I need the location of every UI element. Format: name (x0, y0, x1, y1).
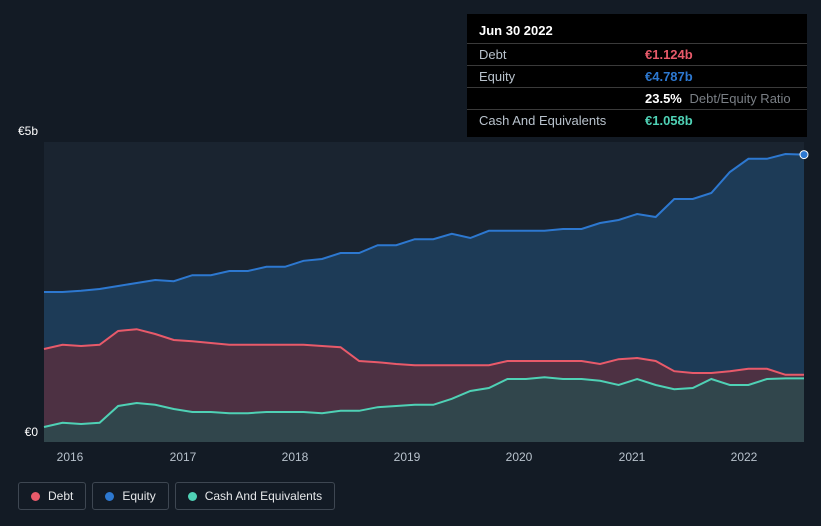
tooltip-value: €4.787b (645, 69, 795, 84)
legend-label: Cash And Equivalents (205, 489, 322, 503)
tooltip-value: €1.058b (645, 113, 795, 128)
x-axis-tick: 2021 (619, 450, 646, 464)
plot-area[interactable] (44, 142, 804, 442)
tooltip-title: Jun 30 2022 (467, 20, 807, 44)
legend-marker-icon (105, 492, 114, 501)
tooltip-row: Cash And Equivalents€1.058b (467, 110, 807, 131)
x-axis-tick: 2022 (731, 450, 758, 464)
legend-marker-icon (188, 492, 197, 501)
x-axis-tick: 2017 (170, 450, 197, 464)
tooltip-label: Equity (479, 69, 645, 84)
tooltip-value: 23.5% Debt/Equity Ratio (645, 91, 795, 106)
x-axis-tick: 2020 (506, 450, 533, 464)
tooltip-row: 23.5% Debt/Equity Ratio (467, 88, 807, 110)
legend-marker-icon (31, 492, 40, 501)
tooltip-label (479, 91, 645, 106)
legend: Debt Equity Cash And Equivalents (18, 482, 335, 510)
debt-equity-chart: €5b €0 2016 2017 2018 2019 2020 2021 2022 Jun 3… (0, 0, 821, 526)
x-axis-tick: 2016 (57, 450, 84, 464)
legend-label: Equity (122, 489, 155, 503)
legend-item[interactable]: Equity (92, 482, 168, 510)
y-axis-tick: €5b (18, 124, 38, 138)
chart-tooltip: Jun 30 2022 Debt€1.124bEquity€4.787b23.5… (467, 14, 807, 137)
legend-label: Debt (48, 489, 73, 503)
legend-item[interactable]: Debt (18, 482, 86, 510)
tooltip-label: Cash And Equivalents (479, 113, 645, 128)
legend-item[interactable]: Cash And Equivalents (175, 482, 335, 510)
tooltip-value: €1.124b (645, 47, 795, 62)
y-axis-tick: €0 (25, 425, 38, 439)
x-axis-tick: 2018 (282, 450, 309, 464)
tooltip-row: Debt€1.124b (467, 44, 807, 66)
x-axis-tick: 2019 (394, 450, 421, 464)
marker-dot (800, 151, 808, 159)
tooltip-row: Equity€4.787b (467, 66, 807, 88)
tooltip-label: Debt (479, 47, 645, 62)
